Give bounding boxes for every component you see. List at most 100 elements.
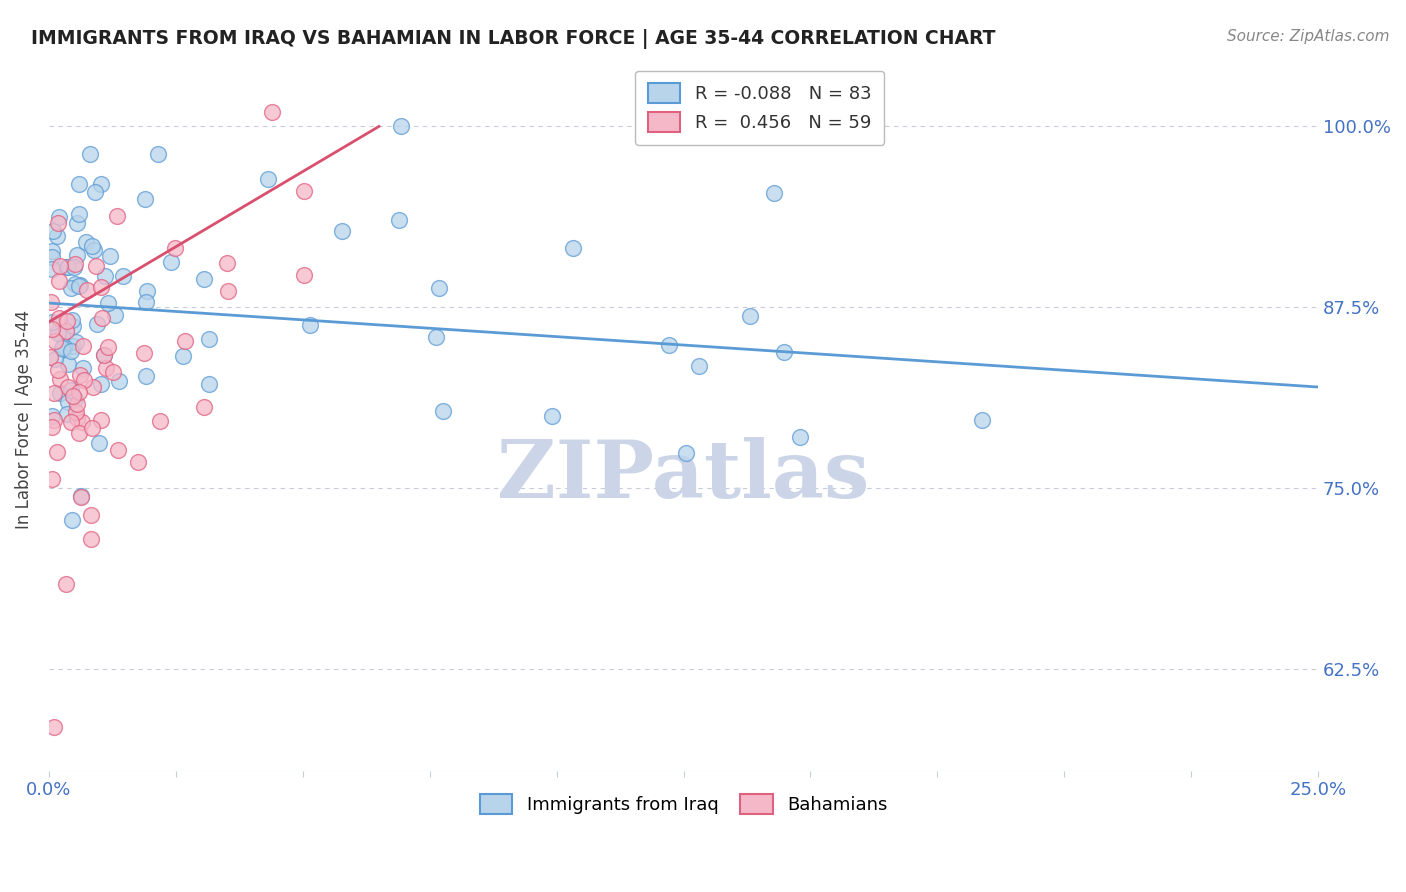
Point — [688, 359, 710, 373]
Point — [66, 216, 89, 230]
Point — [104, 309, 127, 323]
Point — [75, 235, 97, 250]
Point — [65, 257, 87, 271]
Point — [427, 280, 450, 294]
Point — [658, 338, 681, 352]
Point — [42, 385, 65, 400]
Point — [86, 318, 108, 332]
Point — [48, 210, 70, 224]
Point — [80, 420, 103, 434]
Point — [148, 414, 170, 428]
Point — [49, 259, 72, 273]
Point — [44, 351, 66, 366]
Point — [55, 325, 77, 339]
Point — [42, 224, 65, 238]
Point — [101, 365, 124, 379]
Point — [46, 363, 69, 377]
Point — [58, 357, 80, 371]
Point — [41, 244, 63, 259]
Point — [94, 361, 117, 376]
Point — [135, 284, 157, 298]
Point — [198, 377, 221, 392]
Point — [198, 332, 221, 346]
Point — [217, 284, 239, 298]
Point — [260, 105, 283, 120]
Point — [134, 192, 156, 206]
Text: Source: ZipAtlas.com: Source: ZipAtlas.com — [1226, 29, 1389, 45]
Point — [332, 224, 354, 238]
Point — [63, 392, 86, 407]
Point — [65, 277, 87, 291]
Point — [107, 442, 129, 457]
Point — [41, 250, 63, 264]
Point — [82, 380, 104, 394]
Point — [159, 255, 181, 269]
Point — [62, 319, 84, 334]
Point — [46, 445, 69, 459]
Point — [44, 334, 66, 348]
Point — [39, 295, 62, 310]
Point — [67, 425, 90, 440]
Point — [738, 309, 761, 323]
Point — [56, 380, 79, 394]
Point — [193, 401, 215, 415]
Point — [66, 411, 89, 425]
Point — [60, 312, 83, 326]
Point — [42, 413, 65, 427]
Point — [39, 351, 62, 365]
Point — [51, 328, 73, 343]
Point — [62, 339, 84, 353]
Point — [72, 360, 94, 375]
Point — [67, 385, 90, 400]
Point — [292, 268, 315, 283]
Point — [84, 185, 107, 199]
Point — [41, 420, 63, 434]
Point — [55, 577, 77, 591]
Point — [127, 455, 149, 469]
Point — [70, 489, 93, 503]
Point — [53, 339, 76, 353]
Point — [65, 335, 87, 350]
Point — [41, 315, 63, 329]
Point — [91, 310, 114, 325]
Point — [93, 348, 115, 362]
Point — [132, 345, 155, 359]
Point — [56, 260, 79, 274]
Point — [135, 369, 157, 384]
Point — [84, 259, 107, 273]
Point — [67, 206, 90, 220]
Point — [972, 413, 994, 427]
Point — [292, 184, 315, 198]
Point — [90, 376, 112, 391]
Point — [73, 373, 96, 387]
Point — [70, 415, 93, 429]
Point — [97, 340, 120, 354]
Point — [90, 280, 112, 294]
Point — [773, 344, 796, 359]
Point — [561, 241, 583, 255]
Point — [83, 244, 105, 258]
Point — [388, 213, 411, 227]
Point — [65, 397, 87, 411]
Point — [174, 334, 197, 348]
Text: IMMIGRANTS FROM IRAQ VS BAHAMIAN IN LABOR FORCE | AGE 35-44 CORRELATION CHART: IMMIGRANTS FROM IRAQ VS BAHAMIAN IN LABO… — [31, 29, 995, 49]
Point — [48, 310, 70, 325]
Point — [46, 229, 69, 244]
Point — [146, 147, 169, 161]
Point — [94, 268, 117, 283]
Point — [72, 338, 94, 352]
Point — [111, 268, 134, 283]
Point — [789, 430, 811, 444]
Point — [48, 386, 70, 401]
Point — [93, 348, 115, 362]
Point — [432, 404, 454, 418]
Point — [46, 216, 69, 230]
Point — [56, 260, 79, 274]
Point — [41, 322, 63, 336]
Point — [80, 532, 103, 546]
Text: ZIPatlas: ZIPatlas — [498, 437, 870, 515]
Point — [49, 372, 72, 386]
Point — [62, 389, 84, 403]
Point — [46, 326, 69, 340]
Point — [67, 279, 90, 293]
